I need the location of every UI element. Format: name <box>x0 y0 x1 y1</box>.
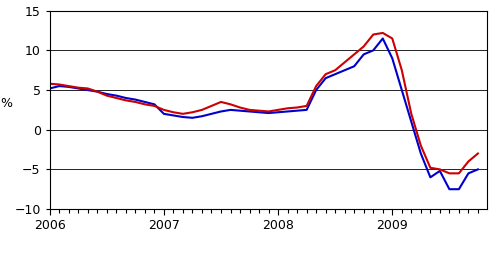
Maarakennuskoneet <box>218 110 224 113</box>
Hoito- ja kunnossapitokoneet <box>209 104 215 107</box>
Maarakennuskoneet <box>446 188 452 191</box>
Hoito- ja kunnossapitokoneet <box>351 53 357 56</box>
Maarakennuskoneet <box>304 108 310 111</box>
Hoito- ja kunnossapitokoneet <box>189 111 195 114</box>
Hoito- ja kunnossapitokoneet <box>342 61 348 64</box>
Hoito- ja kunnossapitokoneet <box>418 144 424 147</box>
Hoito- ja kunnossapitokoneet <box>475 152 481 155</box>
Maarakennuskoneet <box>361 53 367 56</box>
Maarakennuskoneet <box>189 116 195 120</box>
Hoito- ja kunnossapitokoneet <box>313 84 319 88</box>
Hoito- ja kunnossapitokoneet <box>123 99 129 102</box>
Maarakennuskoneet <box>342 69 348 72</box>
Maarakennuskoneet <box>256 111 262 114</box>
Y-axis label: %: % <box>0 97 12 110</box>
Maarakennuskoneet <box>113 94 119 97</box>
Maarakennuskoneet <box>85 88 91 92</box>
Maarakennuskoneet <box>475 168 481 171</box>
Maarakennuskoneet <box>47 87 53 90</box>
Hoito- ja kunnossapitokoneet <box>199 108 205 111</box>
Hoito- ja kunnossapitokoneet <box>75 86 81 89</box>
Hoito- ja kunnossapitokoneet <box>380 31 386 35</box>
Maarakennuskoneet <box>123 96 129 100</box>
Maarakennuskoneet <box>56 84 62 88</box>
Maarakennuskoneet <box>247 110 252 113</box>
Hoito- ja kunnossapitokoneet <box>94 90 100 93</box>
Hoito- ja kunnossapitokoneet <box>142 103 148 106</box>
Maarakennuskoneet <box>418 152 424 155</box>
Hoito- ja kunnossapitokoneet <box>456 172 462 175</box>
Maarakennuskoneet <box>437 169 443 173</box>
Hoito- ja kunnossapitokoneet <box>323 73 329 76</box>
Maarakennuskoneet <box>152 103 158 106</box>
Hoito- ja kunnossapitokoneet <box>275 108 281 111</box>
Maarakennuskoneet <box>265 111 271 115</box>
Maarakennuskoneet <box>66 85 72 88</box>
Maarakennuskoneet <box>94 90 100 93</box>
Hoito- ja kunnossapitokoneet <box>132 100 138 103</box>
Hoito- ja kunnossapitokoneet <box>294 106 300 109</box>
Maarakennuskoneet <box>142 100 148 103</box>
Maarakennuskoneet <box>389 57 395 60</box>
Hoito- ja kunnossapitokoneet <box>66 84 72 88</box>
Maarakennuskoneet <box>380 37 386 40</box>
Maarakennuskoneet <box>370 49 376 52</box>
Maarakennuskoneet <box>132 98 138 101</box>
Hoito- ja kunnossapitokoneet <box>85 87 91 90</box>
Hoito- ja kunnossapitokoneet <box>237 106 243 109</box>
Hoito- ja kunnossapitokoneet <box>247 108 252 111</box>
Hoito- ja kunnossapitokoneet <box>437 168 443 171</box>
Hoito- ja kunnossapitokoneet <box>113 96 119 100</box>
Maarakennuskoneet <box>199 115 205 118</box>
Maarakennuskoneet <box>351 65 357 68</box>
Maarakennuskoneet <box>332 73 338 76</box>
Maarakennuskoneet <box>285 110 291 113</box>
Maarakennuskoneet <box>180 116 186 119</box>
Maarakennuskoneet <box>399 88 405 92</box>
Maarakennuskoneet <box>323 77 329 80</box>
Hoito- ja kunnossapitokoneet <box>104 94 110 97</box>
Hoito- ja kunnossapitokoneet <box>152 104 158 107</box>
Line: Maarakennuskoneet: Maarakennuskoneet <box>50 39 478 189</box>
Hoito- ja kunnossapitokoneet <box>161 108 167 111</box>
Maarakennuskoneet <box>409 120 414 123</box>
Hoito- ja kunnossapitokoneet <box>56 83 62 86</box>
Hoito- ja kunnossapitokoneet <box>389 37 395 40</box>
Maarakennuskoneet <box>75 87 81 90</box>
Maarakennuskoneet <box>228 108 234 111</box>
Hoito- ja kunnossapitokoneet <box>170 111 176 114</box>
Hoito- ja kunnossapitokoneet <box>180 112 186 116</box>
Hoito- ja kunnossapitokoneet <box>465 160 471 163</box>
Maarakennuskoneet <box>275 111 281 114</box>
Hoito- ja kunnossapitokoneet <box>332 69 338 72</box>
Maarakennuskoneet <box>456 188 462 191</box>
Hoito- ja kunnossapitokoneet <box>409 112 414 116</box>
Hoito- ja kunnossapitokoneet <box>399 69 405 72</box>
Hoito- ja kunnossapitokoneet <box>285 107 291 110</box>
Maarakennuskoneet <box>104 92 110 96</box>
Maarakennuskoneet <box>294 109 300 112</box>
Hoito- ja kunnossapitokoneet <box>256 109 262 112</box>
Maarakennuskoneet <box>465 172 471 175</box>
Hoito- ja kunnossapitokoneet <box>228 103 234 106</box>
Hoito- ja kunnossapitokoneet <box>265 110 271 113</box>
Maarakennuskoneet <box>170 114 176 117</box>
Hoito- ja kunnossapitokoneet <box>218 100 224 103</box>
Line: Hoito- ja kunnossapitokoneet: Hoito- ja kunnossapitokoneet <box>50 33 478 173</box>
Hoito- ja kunnossapitokoneet <box>361 45 367 48</box>
Hoito- ja kunnossapitokoneet <box>47 82 53 85</box>
Hoito- ja kunnossapitokoneet <box>370 33 376 36</box>
Maarakennuskoneet <box>237 109 243 112</box>
Hoito- ja kunnossapitokoneet <box>446 172 452 175</box>
Maarakennuskoneet <box>161 112 167 116</box>
Maarakennuskoneet <box>313 88 319 92</box>
Maarakennuskoneet <box>209 112 215 116</box>
Hoito- ja kunnossapitokoneet <box>427 166 433 169</box>
Maarakennuskoneet <box>427 176 433 179</box>
Hoito- ja kunnossapitokoneet <box>304 104 310 107</box>
